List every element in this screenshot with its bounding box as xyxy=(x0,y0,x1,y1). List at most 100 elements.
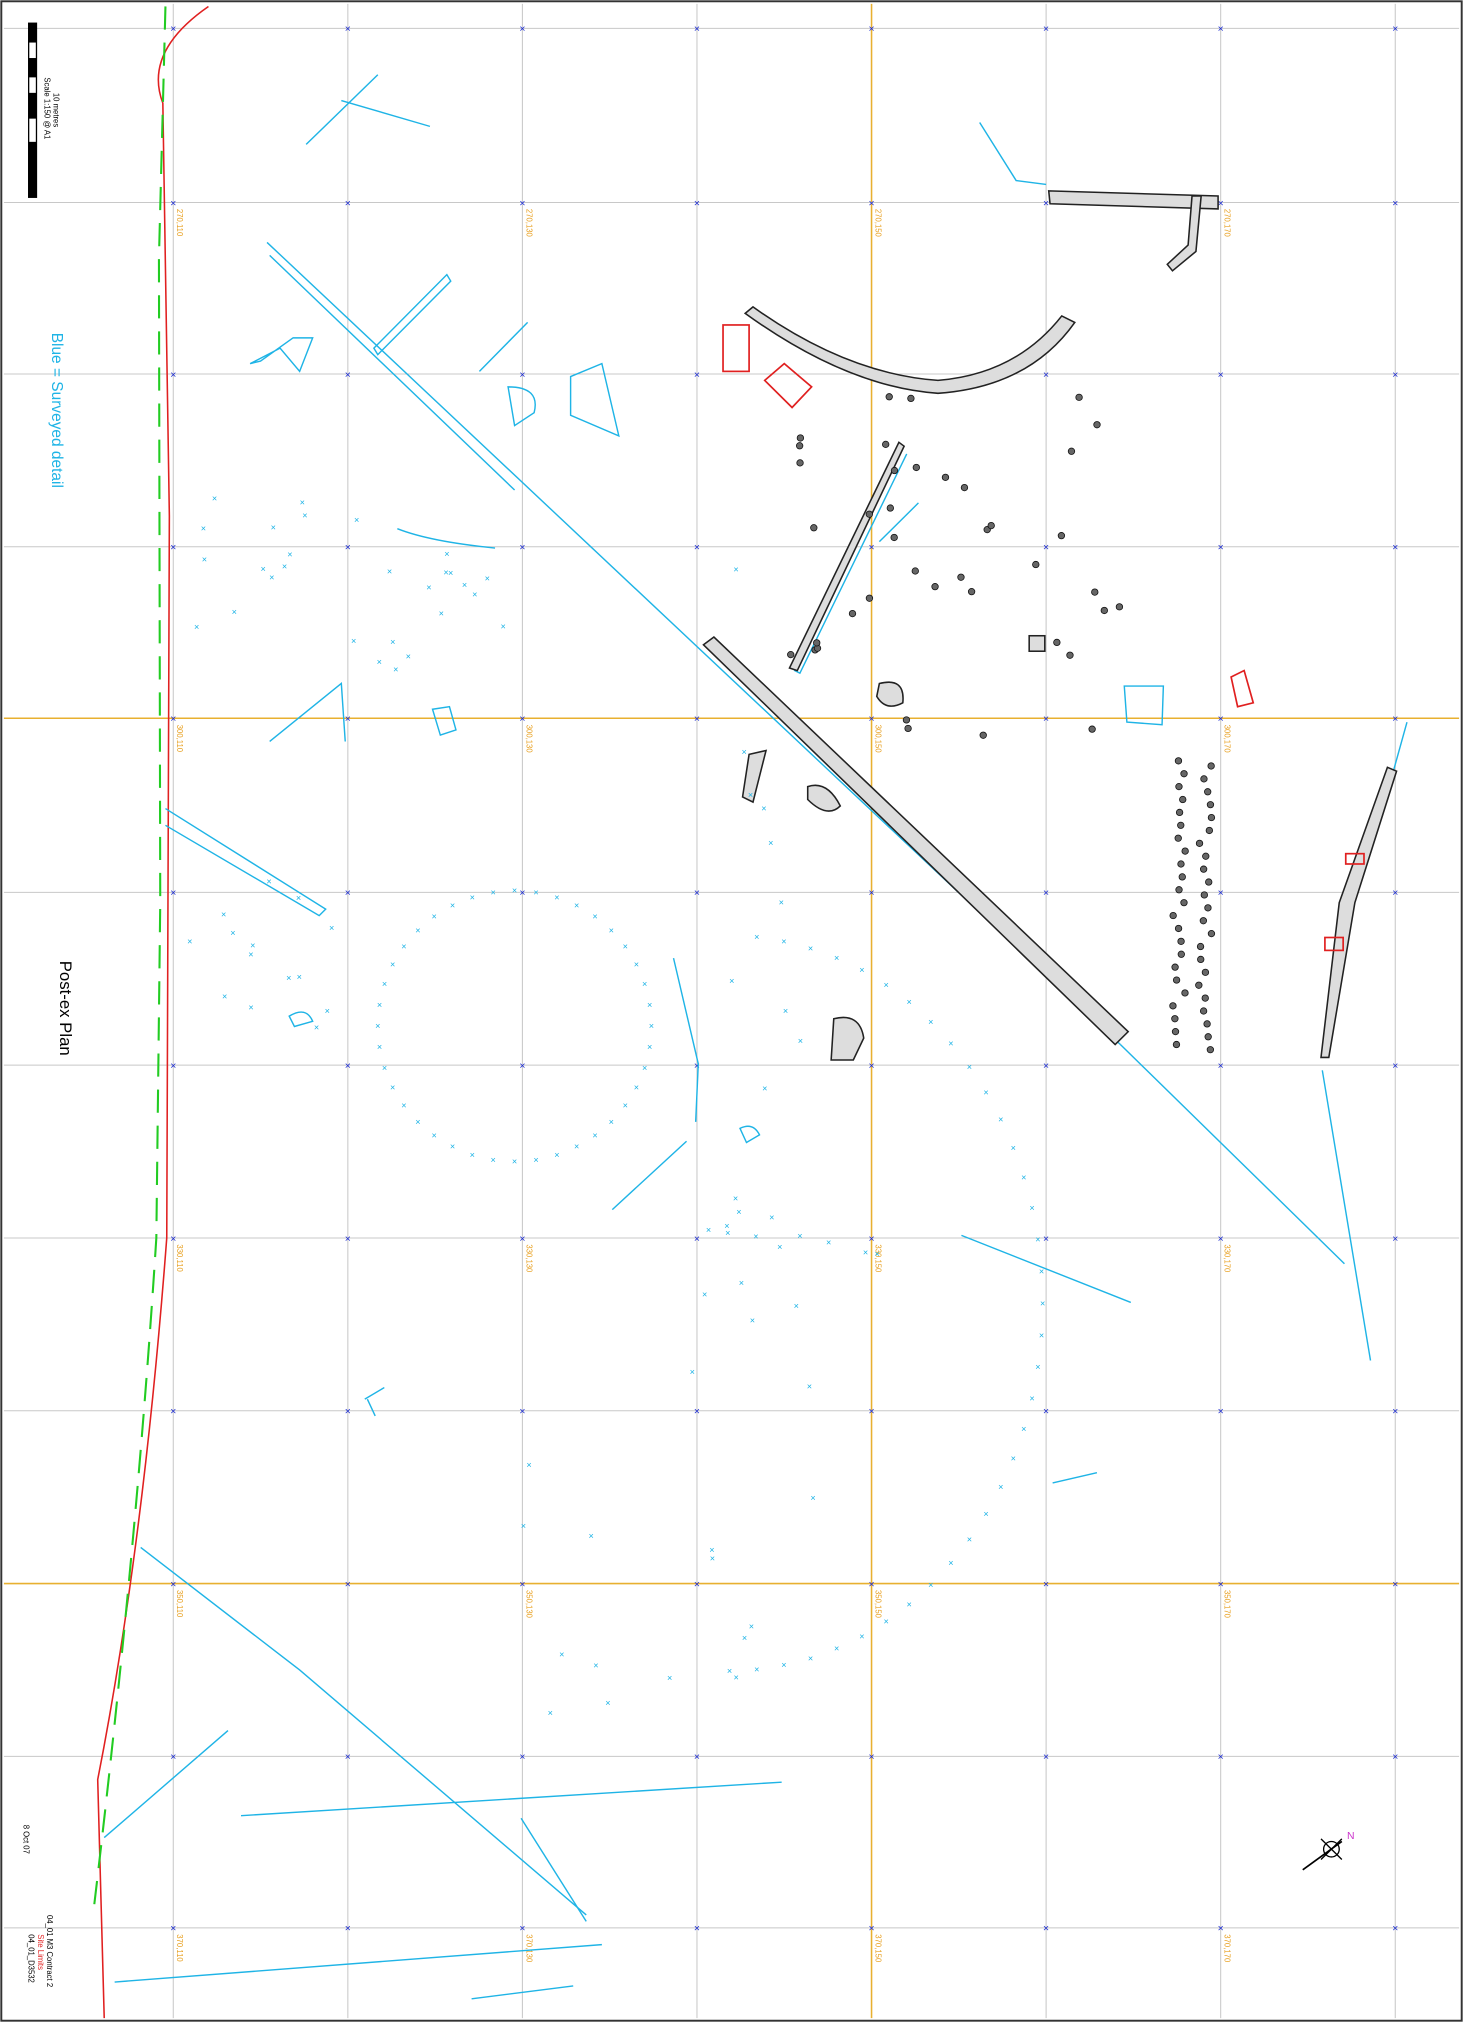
survey-point: × xyxy=(266,877,271,887)
survey-point: × xyxy=(736,1207,741,1217)
grid-point: × xyxy=(170,1752,176,1763)
grid-point: × xyxy=(1392,198,1398,209)
survey-point: × xyxy=(415,1117,420,1127)
grid-point: × xyxy=(869,1752,875,1763)
grid-label: 300,130 xyxy=(524,725,533,754)
survey-point: × xyxy=(377,1000,382,1010)
grid-label: 350,150 xyxy=(873,1590,882,1619)
grid-label: 350,170 xyxy=(1223,1590,1232,1619)
survey-point: × xyxy=(948,1558,953,1568)
survey-point: × xyxy=(554,1150,559,1160)
survey-point: × xyxy=(375,1021,380,1031)
grid-point: × xyxy=(170,24,176,35)
grid-point: × xyxy=(345,1924,351,1935)
posthole xyxy=(1174,757,1183,765)
grid-label: 350,130 xyxy=(524,1590,533,1619)
survey-point: × xyxy=(754,932,759,942)
red-features xyxy=(722,324,1365,952)
grid-point: × xyxy=(345,1407,351,1418)
grid-point: × xyxy=(170,888,176,899)
grid-point: × xyxy=(869,24,875,35)
grid-point: × xyxy=(1392,1407,1398,1418)
survey-point: × xyxy=(491,887,496,897)
survey-point: × xyxy=(706,1225,711,1235)
grid-point: × xyxy=(694,1579,700,1590)
grid-point: × xyxy=(869,888,875,899)
posthole xyxy=(1171,1015,1179,1023)
posthole xyxy=(1201,994,1209,1002)
grid-point: × xyxy=(694,1752,700,1763)
posthole xyxy=(1206,1046,1215,1054)
scale-text: Scale 1:150 @ A1 xyxy=(42,77,51,139)
survey-point: × xyxy=(605,1698,610,1708)
grid-point: × xyxy=(1392,24,1398,35)
posthole xyxy=(967,588,976,596)
survey-point: × xyxy=(382,979,387,989)
survey-point: × xyxy=(589,1531,594,1541)
grid-point: × xyxy=(519,1061,525,1072)
survey-point: × xyxy=(609,1117,614,1127)
survey-point: × xyxy=(302,510,307,520)
grid-point: × xyxy=(869,543,875,554)
posthole xyxy=(1177,950,1185,958)
grid-point: × xyxy=(1218,1752,1224,1763)
survey-point: × xyxy=(485,574,490,584)
survey-point: × xyxy=(883,980,888,990)
survey-point: × xyxy=(443,568,448,578)
grid-point: × xyxy=(170,1234,176,1245)
survey-point: × xyxy=(702,1290,707,1300)
posthole xyxy=(1075,393,1083,401)
grid-point: × xyxy=(869,1924,875,1935)
grid-point: × xyxy=(1043,1924,1049,1935)
grid-label: 270,150 xyxy=(873,209,882,238)
survey-point: × xyxy=(1040,1298,1045,1308)
grid-point: × xyxy=(1043,543,1049,554)
survey-point: × xyxy=(808,943,813,953)
posthole xyxy=(885,393,893,401)
survey-point: × xyxy=(609,925,614,935)
posthole xyxy=(1203,1020,1211,1028)
survey-point: × xyxy=(948,1038,953,1048)
grid-point: × xyxy=(1043,714,1049,725)
posthole xyxy=(1175,808,1184,817)
grid-point: × xyxy=(694,714,700,725)
posthole xyxy=(1204,1033,1212,1041)
grid-point: × xyxy=(694,198,700,209)
posthole xyxy=(890,466,899,475)
grid-point: × xyxy=(1043,888,1049,899)
survey-point: × xyxy=(734,1672,739,1682)
survey-point: × xyxy=(733,565,738,575)
survey-point: × xyxy=(807,1382,812,1392)
posthole xyxy=(886,504,894,512)
grid-point: × xyxy=(1218,543,1224,554)
survey-point: × xyxy=(351,636,356,646)
survey-point: × xyxy=(232,607,237,617)
survey-point: × xyxy=(574,900,579,910)
grid-point: × xyxy=(694,1924,700,1935)
scale-bar-label: 10 metres xyxy=(51,93,60,127)
posthole xyxy=(1204,788,1212,796)
survey-point: × xyxy=(967,1062,972,1072)
grid-label: 330,110 xyxy=(175,1244,184,1272)
grid-label: 350,110 xyxy=(175,1590,184,1618)
survey-point: × xyxy=(491,1155,496,1165)
survey-point: × xyxy=(592,912,597,922)
posthole xyxy=(1172,976,1181,984)
grid-point: × xyxy=(1392,1234,1398,1245)
grid-label: 370,110 xyxy=(175,1934,184,1962)
survey-point: × xyxy=(729,976,734,986)
posthole xyxy=(1200,775,1208,783)
posthole xyxy=(904,724,912,733)
svg-text:N: N xyxy=(1347,1831,1355,1842)
grid-point: × xyxy=(1218,1579,1224,1590)
grid-point: × xyxy=(170,370,176,381)
survey-point: × xyxy=(649,1021,654,1031)
survey-point: × xyxy=(727,1666,732,1676)
posthole xyxy=(1204,904,1212,912)
posthole xyxy=(813,639,821,647)
posthole xyxy=(796,459,804,467)
posthole xyxy=(957,573,965,581)
grid-point: × xyxy=(1043,1407,1049,1418)
survey-point: × xyxy=(642,979,647,989)
